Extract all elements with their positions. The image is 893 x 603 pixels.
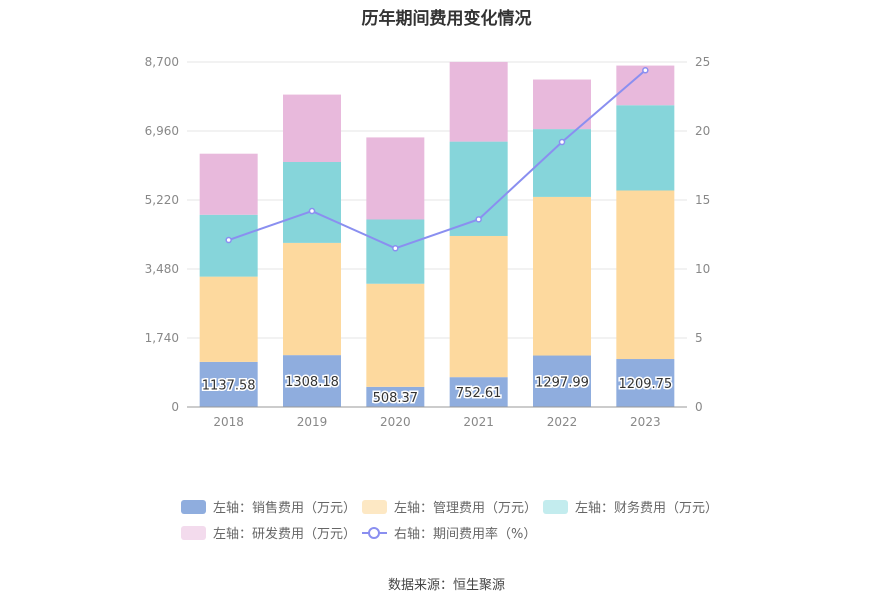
bar-segment-2: [199, 214, 258, 277]
x-tick-label: 2018: [213, 415, 244, 429]
x-tick-label: 2020: [380, 415, 411, 429]
bar-segment-1: [283, 242, 341, 356]
right-tick-label: 20: [695, 124, 710, 138]
legend-swatch-sales: [181, 499, 206, 514]
bar-segment-3: [533, 79, 591, 130]
data-label: 1297.99: [535, 375, 589, 390]
bar-segment-0: [283, 355, 341, 407]
legend-item-sales[interactable]: 左轴：销售费用（万元）: [181, 497, 356, 516]
data-label: 1137.58: [202, 378, 256, 393]
bar-segment-1: [533, 196, 591, 356]
rate-point: [308, 207, 316, 215]
legend-label-sales: 左轴：销售费用（万元）: [213, 501, 357, 516]
legend-item-admin[interactable]: 左轴：管理费用（万元）: [362, 497, 537, 516]
legend-swatch-rnd: [181, 525, 206, 540]
legend-item-rate[interactable]: 右轴：期间费用率（%）: [362, 523, 536, 542]
bar-segment-0: [449, 377, 508, 407]
bar-segment-3: [449, 61, 508, 142]
right-tick-label: 15: [695, 193, 710, 207]
legend-label-finance: 左轴：财务费用（万元）: [575, 501, 719, 516]
rate-point: [475, 216, 482, 223]
x-tick-label: 2021: [463, 415, 494, 429]
bar-segment-1: [199, 276, 258, 362]
bar-segment-0: [616, 359, 675, 407]
legend-label-rate: 右轴：期间费用率（%）: [394, 527, 537, 542]
bar-segment-1: [616, 190, 675, 360]
legend-item-rnd[interactable]: 左轴：研发费用（万元）: [181, 523, 356, 542]
bar-segment-1: [449, 235, 508, 378]
data-label: 752.61: [456, 386, 502, 401]
left-tick-label: 3,480: [145, 262, 179, 276]
bar-segment-2: [283, 162, 341, 243]
legend-item-finance[interactable]: 左轴：财务费用（万元）: [543, 497, 718, 516]
rate-point: [558, 138, 566, 146]
legend-swatch-finance: [543, 499, 568, 514]
x-tick-label: 2022: [547, 415, 578, 429]
left-tick-label: 8,700: [145, 55, 179, 69]
legend-swatch-admin: [362, 499, 387, 514]
rate-point: [392, 245, 399, 252]
data-label: 1308.18: [285, 375, 339, 390]
data-label: 508.37: [373, 391, 419, 406]
right-tick-label: 5: [695, 331, 703, 345]
bar-segment-2: [366, 219, 425, 284]
rate-line: [228, 69, 646, 250]
right-tick-label: 25: [695, 55, 710, 69]
right-tick-label: 10: [695, 262, 710, 276]
legend-label-rnd: 左轴：研发费用（万元）: [213, 527, 357, 542]
rate-point: [642, 67, 649, 74]
chart-title: 历年期间费用变化情况: [361, 9, 532, 29]
rate-point: [225, 236, 232, 244]
left-tick-label: 1,740: [145, 331, 179, 345]
bar-segment-0: [366, 386, 425, 407]
bar-segment-2: [616, 105, 675, 191]
bar-segment-0: [199, 361, 258, 407]
data-label: 1209.75: [618, 377, 672, 392]
bar-segment-3: [199, 153, 258, 215]
legend-label-admin: 左轴：管理费用（万元）: [394, 501, 538, 516]
x-tick-label: 2023: [630, 415, 661, 429]
bar-segment-0: [533, 355, 591, 407]
left-tick-label: 5,220: [145, 193, 179, 207]
data-source: 数据来源：恒生聚源: [387, 578, 505, 593]
bar-segment-1: [366, 283, 425, 387]
bar-segment-3: [283, 94, 341, 163]
legend-swatch-rate: [362, 526, 387, 540]
x-tick-label: 2019: [297, 415, 328, 429]
right-tick-label: 0: [695, 400, 703, 414]
left-tick-label: 0: [171, 400, 179, 414]
bar-segment-3: [366, 137, 425, 220]
left-tick-label: 6,960: [145, 124, 179, 138]
